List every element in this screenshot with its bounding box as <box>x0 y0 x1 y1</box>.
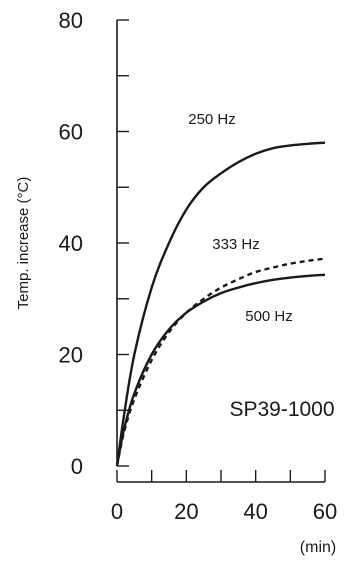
series-label-333hz: 333 Hz <box>212 236 260 253</box>
x-tick-label: 60 <box>313 499 337 524</box>
axis-ticks: 0 20 40 60 80 0 20 40 60 <box>59 8 338 524</box>
series-line-500hz <box>115 273 326 467</box>
x-tick-label: 40 <box>243 499 267 524</box>
y-tick-label: 0 <box>71 454 83 479</box>
x-axis-unit-label: (min) <box>300 539 336 556</box>
series-label-250hz: 250 Hz <box>188 111 236 128</box>
x-tick-label: 0 <box>111 499 123 524</box>
series-line-250hz <box>115 141 326 467</box>
y-axis-label: Temp. increase (°C) <box>15 177 32 310</box>
series-line-333hz <box>115 257 326 467</box>
series-label-500hz: 500 Hz <box>245 308 293 325</box>
y-tick-label: 80 <box>59 8 83 33</box>
x-tick-label: 20 <box>174 499 198 524</box>
y-tick-label: 60 <box>59 120 83 145</box>
y-tick-label: 40 <box>59 231 83 256</box>
series-curves <box>115 141 326 467</box>
y-tick-label: 20 <box>59 343 83 368</box>
model-annotation: SP39-1000 <box>229 398 334 421</box>
